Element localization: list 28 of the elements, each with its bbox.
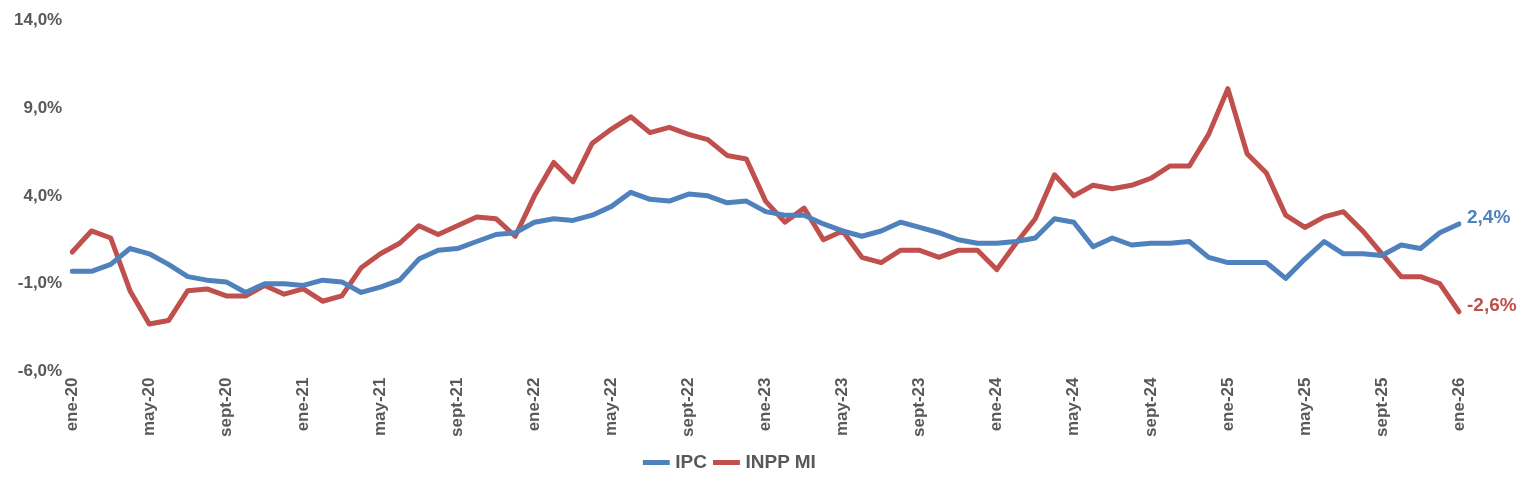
x-tick-label: sept-24 <box>1140 376 1160 438</box>
x-tick-label: ene-20 <box>61 377 81 432</box>
x-tick-label: ene-24 <box>986 376 1006 432</box>
x-tick-label: ene-21 <box>293 377 313 432</box>
y-tick-label: 14,0% <box>14 9 63 29</box>
legend-label: IPC <box>675 450 708 472</box>
x-tick-label: may-21 <box>370 377 390 437</box>
legend-label: INPP MI <box>745 450 816 472</box>
x-tick-label: may-20 <box>138 377 158 437</box>
x-tick-label: sept-21 <box>447 377 467 438</box>
data-label: -2,6% <box>1467 293 1517 315</box>
x-tick-label: sept-23 <box>909 377 929 438</box>
x-tick-label: may-23 <box>832 377 852 437</box>
y-tick-label: 9,0% <box>23 97 63 117</box>
x-tick-label: ene-26 <box>1448 377 1468 432</box>
y-tick-label: 4,0% <box>23 185 63 205</box>
x-tick-label: may-24 <box>1063 376 1083 437</box>
x-tick-label: sept-22 <box>678 377 698 438</box>
x-tick-label: may-25 <box>1294 377 1314 437</box>
x-tick-label: may-22 <box>601 377 621 437</box>
y-tick-label: -1,0% <box>17 273 63 293</box>
x-tick-label: ene-22 <box>524 377 544 432</box>
data-label: 2,4% <box>1467 206 1511 228</box>
x-tick-label: sept-25 <box>1371 377 1391 438</box>
x-tick-label: ene-23 <box>755 377 775 432</box>
x-tick-label: sept-20 <box>215 377 235 438</box>
y-tick-label: -6,0% <box>17 361 63 381</box>
x-tick-label: ene-25 <box>1217 377 1237 432</box>
